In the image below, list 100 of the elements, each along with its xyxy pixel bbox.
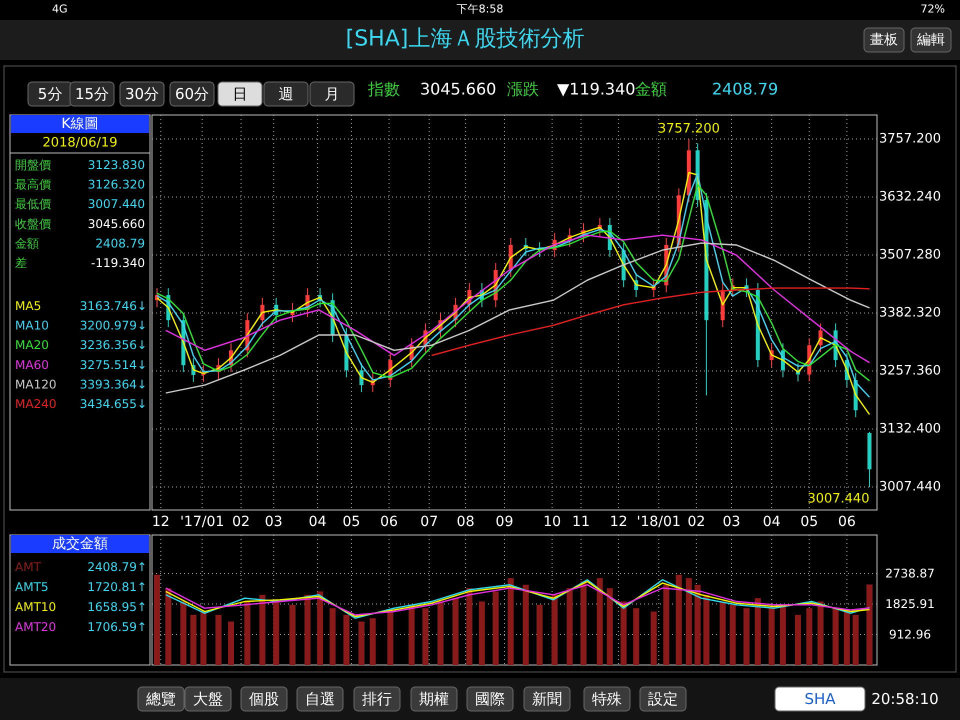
chart-title: K線圖 <box>61 116 99 132</box>
text: 2408.79↑ <box>87 560 147 574</box>
text: 20:58:10 <box>871 690 939 708</box>
text: 期權 <box>419 690 449 708</box>
x-tick-label: 12 <box>152 514 170 530</box>
bar <box>650 612 657 665</box>
x-tick-label: 06 <box>838 514 856 530</box>
text: 1706.59↑ <box>87 620 147 634</box>
text: MA5 <box>15 299 42 313</box>
bar <box>566 588 573 665</box>
text: 3393.364↓ <box>80 377 147 392</box>
text: MA60 <box>15 358 49 372</box>
x-tick-label: 08 <box>456 514 474 530</box>
text: 3126.320 <box>88 178 145 192</box>
text: 特殊 <box>592 690 622 708</box>
text: 1720.81↑ <box>87 580 147 594</box>
bar <box>852 614 859 665</box>
text: 漲跌 <box>507 80 539 98</box>
bar <box>832 608 839 665</box>
bar <box>596 578 603 665</box>
bar <box>259 594 266 665</box>
text: 3123.830 <box>88 158 145 172</box>
text: 3236.356↓ <box>80 338 147 352</box>
text: 最高價 <box>15 178 51 192</box>
bar <box>580 581 586 665</box>
bar <box>676 574 682 665</box>
annotation: 3757.200 <box>658 122 720 137</box>
bar <box>330 608 336 665</box>
bar <box>703 594 710 665</box>
text: 排行 <box>362 690 392 708</box>
y-tick-label: 2738.87 <box>885 566 935 580</box>
bar <box>844 612 850 665</box>
chart-title: 成交金額 <box>52 536 108 552</box>
text: 2408.79 <box>712 80 778 98</box>
bar <box>289 604 296 665</box>
bar <box>273 602 280 665</box>
text: 大盤 <box>193 690 223 708</box>
bar <box>633 608 640 665</box>
text: 週 <box>278 85 294 103</box>
x-tick-label: 03 <box>264 514 283 530</box>
text: 開盤價 <box>15 158 51 172</box>
y-tick-label: 3757.200 <box>878 132 942 147</box>
bar <box>228 622 234 665</box>
x-tick-label: 07 <box>420 514 438 530</box>
text: 指數 <box>367 80 400 98</box>
bar <box>437 602 444 665</box>
annotation: 3007.440 <box>807 492 870 507</box>
bar <box>536 604 543 665</box>
text: 1658.95↑ <box>87 600 147 614</box>
text: 30分 <box>124 85 160 103</box>
x-tick-label: 05 <box>342 514 360 530</box>
text: 4G <box>52 2 68 16</box>
x-tick-label: 10 <box>543 514 562 530</box>
text: 2408.79 <box>95 236 145 250</box>
bar <box>200 612 206 665</box>
bar <box>552 594 558 665</box>
text: 5分 <box>38 85 62 103</box>
bar <box>663 584 670 665</box>
x-tick-label: 02 <box>232 514 250 530</box>
bar <box>422 608 428 665</box>
text: 國際 <box>475 690 505 708</box>
text: 72% <box>920 2 945 16</box>
bar <box>694 584 701 665</box>
bar <box>244 602 250 665</box>
bar <box>780 604 786 665</box>
text: MA10 <box>15 318 49 333</box>
bar <box>794 614 801 665</box>
text: 3434.655↓ <box>80 397 147 411</box>
text: 新聞 <box>532 690 562 708</box>
bar <box>408 604 415 665</box>
bar <box>866 584 872 665</box>
x-tick-label: '18/01 <box>636 514 681 530</box>
bar <box>806 608 812 665</box>
text: 金額 <box>15 236 39 250</box>
text: MA20 <box>15 338 49 352</box>
line-series <box>165 242 870 394</box>
x-tick-label: 11 <box>572 514 590 530</box>
x-tick-label: 12 <box>610 514 628 530</box>
bar <box>165 588 172 665</box>
bar <box>154 574 160 665</box>
x-tick-label: 04 <box>762 514 781 530</box>
line-series <box>165 234 870 364</box>
y-tick-label: 1825.91 <box>885 596 935 611</box>
text: ▼119.340 <box>557 80 636 98</box>
text: 日 <box>232 85 248 103</box>
bar <box>522 584 529 665</box>
x-tick-label: 04 <box>308 514 327 530</box>
text: 2018/06/19 <box>42 136 118 150</box>
bar <box>768 608 775 665</box>
text: AMT5 <box>15 580 49 594</box>
text: 畫板 <box>870 32 898 48</box>
bar <box>606 588 613 665</box>
text: SHA <box>804 690 836 708</box>
bar <box>466 588 472 665</box>
y-tick-label: 3632.240 <box>878 190 942 205</box>
text: 15分 <box>74 85 110 103</box>
text: 收盤價 <box>15 216 51 231</box>
text: MA240 <box>15 397 56 411</box>
text: 3275.514↓ <box>80 358 147 372</box>
text: 最低價 <box>15 197 51 212</box>
